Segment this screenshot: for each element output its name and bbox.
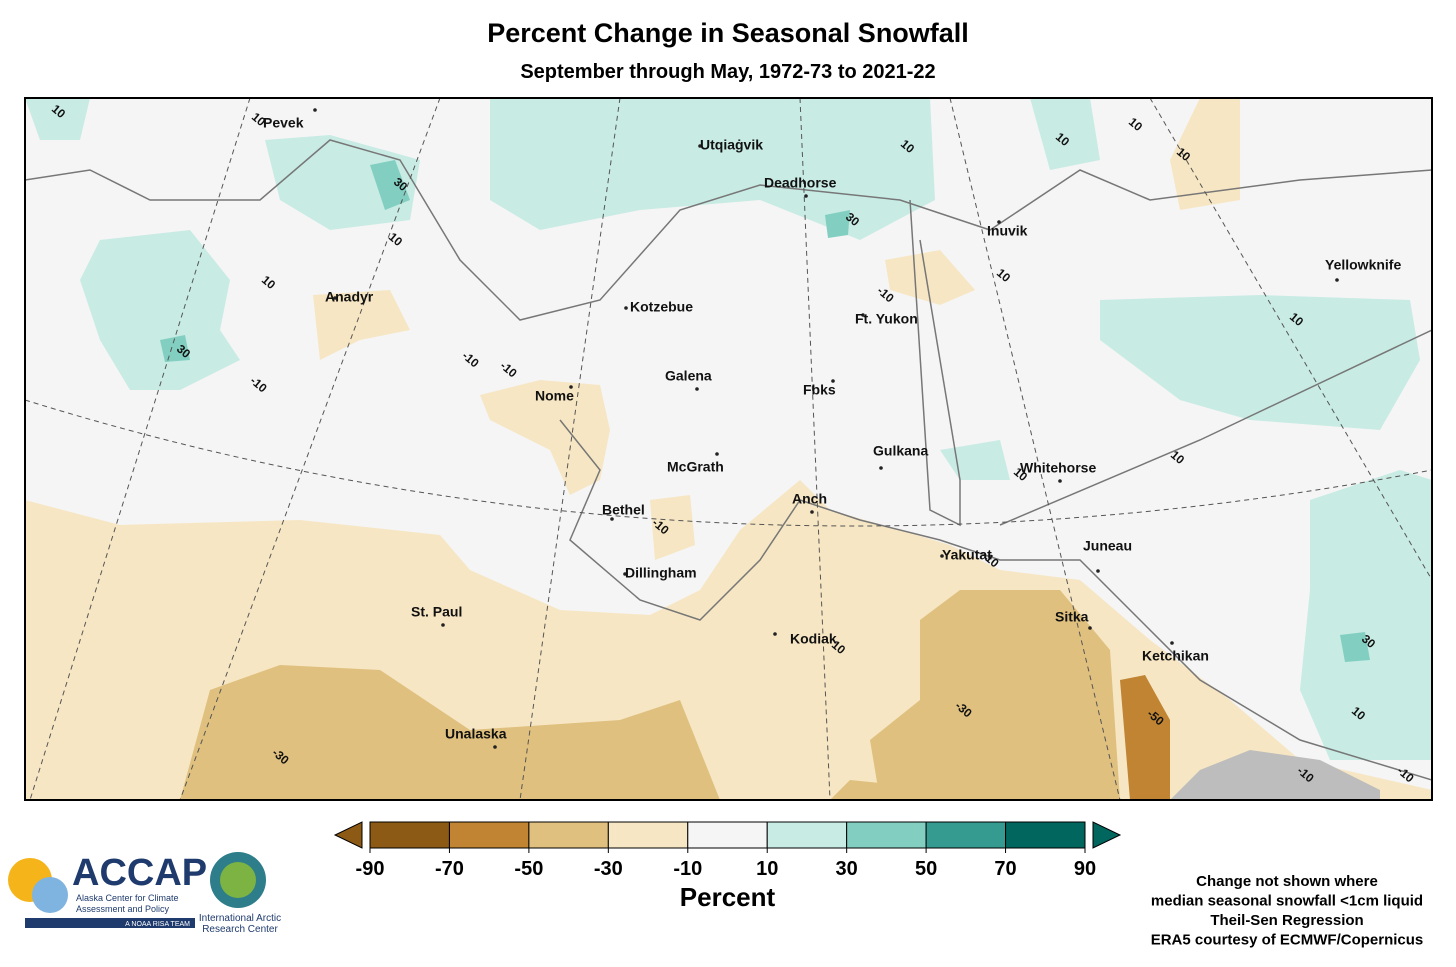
place-label: Anch — [792, 491, 827, 507]
logo-line: Research Center — [202, 924, 278, 935]
note: Change not shown where — [1196, 873, 1378, 890]
colorbar-tick-label: 30 — [836, 858, 858, 880]
place-label: Nome — [535, 388, 574, 404]
logo-title: ACCAP — [72, 852, 207, 894]
colorbar-tick-label: 70 — [994, 858, 1016, 880]
logo-tag: A NOAA RISA TEAM — [125, 921, 190, 928]
colorbar-label: Percent — [680, 882, 776, 912]
place-dot — [333, 296, 337, 300]
place-label: Pevek — [263, 115, 304, 131]
logo-line: International Arctic — [199, 913, 281, 924]
place-dot — [861, 313, 865, 317]
place-label: Galena — [665, 368, 712, 384]
note: median seasonal snowfall <1cm liquid — [1151, 893, 1423, 910]
note: ERA5 courtesy of ECMWF/Copernicus — [1151, 932, 1424, 949]
place-label: St. Paul — [411, 604, 462, 620]
place-label: Whitehorse — [1020, 460, 1096, 476]
accap-logo: ACCAP Alaska Center for Climate Assessme… — [8, 852, 281, 935]
place-dot — [624, 306, 628, 310]
map-frame — [24, 97, 1433, 801]
colorbar-tick-label: 50 — [915, 858, 937, 880]
colorbar-tick-label: -10 — [673, 858, 702, 880]
title: Percent Change in Seasonal Snowfall — [487, 18, 969, 48]
place-label: Utqiaġvik — [700, 137, 763, 153]
place-dot — [313, 108, 317, 112]
place-label: McGrath — [667, 459, 724, 475]
colorbar-arrow — [333, 821, 363, 849]
place-label: Unalaska — [445, 726, 507, 742]
place-label: Bethel — [602, 502, 645, 518]
colorbar-tick-label: -70 — [435, 858, 464, 880]
place-label: Fbks — [803, 382, 836, 398]
place-dot — [1096, 569, 1100, 573]
place-dot — [610, 517, 614, 521]
map — [25, 98, 1432, 800]
colorbar-tick-label: -90 — [356, 858, 385, 880]
place-label: Ft. Yukon — [855, 311, 918, 327]
colorbar-bin — [1005, 821, 1086, 849]
colorbar-bin — [607, 821, 689, 849]
logo-line: Alaska Center for Climate — [76, 893, 179, 903]
place-dot — [804, 194, 808, 198]
place-dot — [623, 572, 627, 576]
place-label: Anadyr — [325, 289, 374, 305]
note: Theil-Sen Regression — [1210, 912, 1363, 929]
place-label: Sitka — [1055, 609, 1089, 625]
place-label: Ketchikan — [1142, 648, 1209, 664]
place-dot — [715, 452, 719, 456]
colorbar-bin — [846, 821, 927, 849]
place-dot — [569, 385, 573, 389]
place-dot — [810, 510, 814, 514]
colorbar-bin — [448, 821, 530, 849]
place-dot — [997, 220, 1001, 224]
place-dot — [831, 379, 835, 383]
place-label: Juneau — [1083, 538, 1132, 554]
colorbar-arrow — [1092, 821, 1122, 849]
place-dot — [879, 466, 883, 470]
place-label: Inuvik — [987, 223, 1028, 239]
colorbar-bin — [687, 821, 768, 849]
place-dot — [493, 745, 497, 749]
place-label: Yakutat — [942, 547, 992, 563]
place-dot — [1170, 641, 1174, 645]
place-dot — [698, 144, 702, 148]
colorbar-bin — [766, 821, 848, 849]
place-label: Kodiak — [790, 631, 837, 647]
logo-line: Assessment and Policy — [76, 904, 170, 914]
colorbar: -90 -70 -50 -30 -10 10 30 50 70 90 Percent — [333, 821, 1122, 912]
colorbar-tick-label: 90 — [1074, 858, 1096, 880]
place-label: Kotzebue — [630, 299, 693, 315]
colorbar-bin — [925, 821, 1007, 849]
place-dot — [1088, 626, 1092, 630]
subtitle: September through May, 1972-73 to 2021-2… — [520, 61, 935, 83]
place-dot — [441, 623, 445, 627]
colorbar-bin — [369, 821, 450, 849]
colorbar-tick-label: 10 — [756, 858, 778, 880]
place-dot — [940, 554, 944, 558]
place-label: Yellowknife — [1325, 257, 1401, 273]
place-dot — [1335, 278, 1339, 282]
place-dot — [1058, 479, 1062, 483]
colorbar-tick-label: -50 — [514, 858, 543, 880]
notes: Change not shown where median seasonal sn… — [1151, 873, 1424, 949]
place-label: Deadhorse — [764, 175, 837, 191]
colorbar-bin — [528, 821, 609, 849]
colorbar-tick-label: -30 — [594, 858, 623, 880]
place-label: Dillingham — [625, 565, 697, 581]
place-label: Gulkana — [873, 443, 928, 459]
place-dot — [695, 387, 699, 391]
place-dot — [773, 632, 777, 636]
